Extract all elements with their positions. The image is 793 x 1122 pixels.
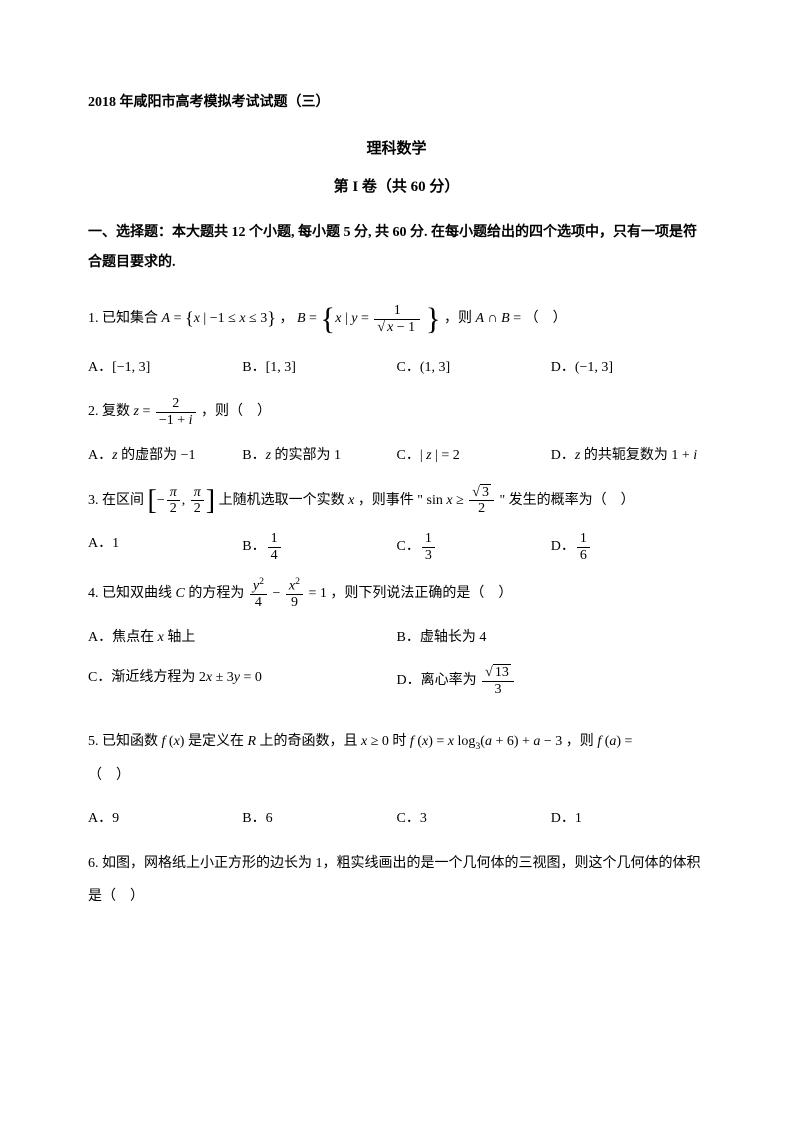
main-title: 2018 年咸阳市高考模拟考试试题（三） [88,90,705,117]
q2-opt-D: D．z 的共轭复数为 1 + i [551,443,705,470]
q1-options: A．[−1, 3] B．[1, 3] C．(1, 3] D．(−1, 3] [88,355,705,382]
q1-opt-D: D．(−1, 3] [551,355,705,382]
q2-opt-B: B．z 的实部为 1 [242,443,396,470]
q3-opt-D: D．16 [551,531,705,563]
q1-opt-C: C．(1, 3] [397,355,551,382]
q4-options: A．焦点在 x 轴上 B．虚轴长为 4 C．渐近线方程为 2x ± 3y = 0… [88,625,705,711]
q1-fraction: 1 √x − 1 [374,303,420,335]
q5-tail: （ ） [88,768,130,783]
section-header: 第 I 卷（共 60 分） [88,173,705,202]
question-4: 4. 已知双曲线 C 的方程为 y24 − x29 = 1 ，则下列说法正确的是… [88,577,705,611]
q1-mid2: ，则 [444,311,476,326]
q3-opt-A: A．1 [88,531,242,563]
q2-prefix: 2. 复数 [88,404,134,419]
q4-tail: ，则下列说法正确的是（ ） [330,586,512,601]
q5-opt-B: B．6 [242,806,396,833]
q3-options: A．1 B．14 C．13 D．16 [88,531,705,563]
instruction-text: 一、选择题：本大题共 12 个小题, 每小题 5 分, 共 60 分. 在每小题… [88,218,705,280]
q2-tail: ，则（ ） [201,404,271,419]
q1-mid1: ， [279,311,293,326]
q5-options: A．9 B．6 C．3 D．1 [88,806,705,833]
q3-sin-frac: √3 2 [469,485,494,517]
q4-opt-C: C．渐近线方程为 2x ± 3y = 0 [88,665,397,697]
q3-tail: " 发生的概率为（ ） [499,493,634,508]
q1-prefix: 1. 已知集合 [88,311,162,326]
q2-opt-A: A．z 的虚部为 −1 [88,443,242,470]
q1-opt-B: B．[1, 3] [242,355,396,382]
q4-prefix: 4. 已知双曲线 C 的方程为 [88,586,248,601]
q4-opt-D: D．离心率为 √133 [397,665,706,697]
q1-set-A: A [162,311,171,326]
q4-opt-A: A．焦点在 x 轴上 [88,625,397,652]
q3-opt-B: B．14 [242,531,396,563]
q1-set-B: B [297,311,306,326]
subject-title: 理科数学 [88,135,705,164]
q2-fraction: 2 −1 + i [156,396,196,428]
question-2: 2. 复数 z = 2 −1 + i ，则（ ） [88,395,705,429]
q5-opt-D: D．1 [551,806,705,833]
q3-prefix: 3. 在区间 [88,493,148,508]
q2-options: A．z 的虚部为 −1 B．z 的实部为 1 C．| z | = 2 D．z 的… [88,443,705,470]
q5-text: 5. 已知函数 f (x) 是定义在 R 上的奇函数，且 x ≥ 0 时 f (… [88,734,632,749]
q4-opt-B: B．虚轴长为 4 [397,625,706,652]
q1-tail: （ ） [525,311,567,326]
q5-opt-C: C．3 [397,806,551,833]
exam-page: 2018 年咸阳市高考模拟考试试题（三） 理科数学 第 I 卷（共 60 分） … [0,0,793,968]
question-5: 5. 已知函数 f (x) 是定义在 R 上的奇函数，且 x ≥ 0 时 f (… [88,725,705,792]
question-3: 3. 在区间 [−π2, π2] 上随机选取一个实数 x ，则事件 " sin … [88,484,705,518]
q6-text: 6. 如图，网格纸上小正方形的边长为 1，粗实线画出的是一个几何体的三视图，则这… [88,856,701,905]
question-6: 6. 如图，网格纸上小正方形的边长为 1，粗实线画出的是一个几何体的三视图，则这… [88,847,705,914]
question-1: 1. 已知集合 A = {x | −1 ≤ x ≤ 3} ， B = {x | … [88,297,705,341]
q3-mid: 上随机选取一个实数 x ，则事件 " [219,493,427,508]
q5-opt-A: A．9 [88,806,242,833]
q1-opt-A: A．[−1, 3] [88,355,242,382]
q2-opt-C: C．| z | = 2 [397,443,551,470]
q3-opt-C: C．13 [397,531,551,563]
